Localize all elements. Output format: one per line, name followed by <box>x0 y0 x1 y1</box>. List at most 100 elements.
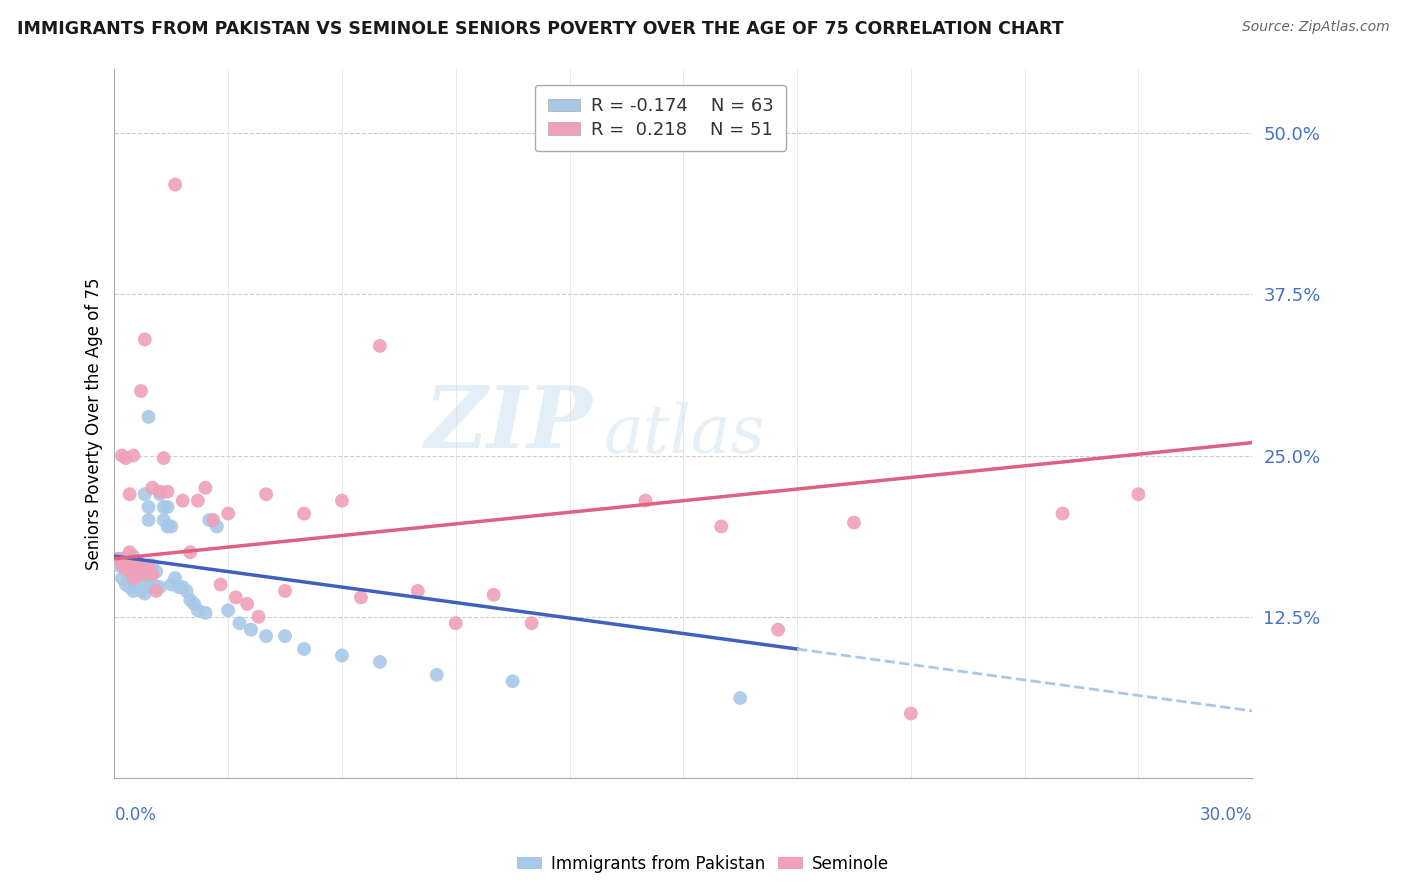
Point <box>225 591 247 605</box>
Point <box>138 500 160 515</box>
Point <box>194 606 217 620</box>
Point <box>141 577 163 591</box>
Point <box>710 519 733 533</box>
Point <box>183 597 205 611</box>
Point <box>129 558 152 573</box>
Point <box>141 558 163 573</box>
Text: IMMIGRANTS FROM PAKISTAN VS SEMINOLE SENIORS POVERTY OVER THE AGE OF 75 CORRELAT: IMMIGRANTS FROM PAKISTAN VS SEMINOLE SEN… <box>17 20 1063 37</box>
Point <box>842 516 865 530</box>
Point <box>368 655 391 669</box>
Point <box>239 623 262 637</box>
Point <box>217 507 239 521</box>
Point <box>122 449 145 463</box>
Point <box>127 580 149 594</box>
Point <box>900 706 922 721</box>
Point <box>118 551 141 566</box>
Point <box>330 493 353 508</box>
Point <box>138 409 160 424</box>
Point <box>766 623 789 637</box>
Point <box>149 487 172 501</box>
Point <box>502 674 524 689</box>
Point <box>292 507 315 521</box>
Point <box>228 616 250 631</box>
Point <box>107 558 129 573</box>
Point <box>111 449 134 463</box>
Point <box>129 577 152 591</box>
Point <box>118 487 141 501</box>
Point <box>122 549 145 563</box>
Point <box>114 562 136 576</box>
Point <box>111 571 134 585</box>
Point <box>134 574 156 588</box>
Y-axis label: Seniors Poverty Over the Age of 75: Seniors Poverty Over the Age of 75 <box>86 277 103 569</box>
Point <box>152 500 174 515</box>
Point <box>247 609 270 624</box>
Point <box>176 584 198 599</box>
Point <box>127 554 149 568</box>
Legend: Immigrants from Pakistan, Seminole: Immigrants from Pakistan, Seminole <box>510 848 896 880</box>
Point <box>406 584 429 599</box>
Point <box>728 691 751 706</box>
Point <box>368 339 391 353</box>
Point <box>482 588 505 602</box>
Point <box>127 562 149 576</box>
Point <box>444 616 467 631</box>
Point <box>138 513 160 527</box>
Point <box>127 554 149 568</box>
Point <box>198 513 221 527</box>
Text: Source: ZipAtlas.com: Source: ZipAtlas.com <box>1241 20 1389 34</box>
Point <box>1128 487 1150 501</box>
Point <box>141 567 163 582</box>
Point <box>152 513 174 527</box>
Point <box>205 519 228 533</box>
Point <box>1052 507 1074 521</box>
Point <box>160 519 183 533</box>
Text: atlas: atlas <box>603 401 765 467</box>
Point <box>114 577 136 591</box>
Point <box>141 481 163 495</box>
Point <box>292 642 315 657</box>
Point <box>141 567 163 582</box>
Point <box>209 577 232 591</box>
Point <box>149 484 172 499</box>
Point <box>134 567 156 582</box>
Point <box>114 451 136 466</box>
Point <box>118 571 141 585</box>
Point <box>194 481 217 495</box>
Point <box>254 487 277 501</box>
Text: 30.0%: 30.0% <box>1199 806 1253 824</box>
Point <box>145 584 167 599</box>
Legend: R = -0.174    N = 63, R =  0.218    N = 51: R = -0.174 N = 63, R = 0.218 N = 51 <box>534 85 786 152</box>
Point <box>118 545 141 559</box>
Point <box>172 493 194 508</box>
Point <box>520 616 543 631</box>
Point <box>138 558 160 573</box>
Point <box>179 593 201 607</box>
Point <box>134 333 156 347</box>
Point <box>118 580 141 594</box>
Point <box>274 629 297 643</box>
Text: ZIP: ZIP <box>425 382 592 465</box>
Point <box>114 551 136 566</box>
Point <box>122 558 145 573</box>
Point <box>167 580 190 594</box>
Point <box>134 487 156 501</box>
Point <box>202 513 225 527</box>
Point <box>145 580 167 594</box>
Point <box>122 567 145 582</box>
Text: 0.0%: 0.0% <box>114 806 156 824</box>
Point <box>634 493 657 508</box>
Point <box>350 591 373 605</box>
Point <box>254 629 277 643</box>
Point <box>122 558 145 573</box>
Point <box>134 580 156 594</box>
Point <box>122 577 145 591</box>
Point <box>330 648 353 663</box>
Point <box>172 580 194 594</box>
Point <box>114 565 136 579</box>
Point <box>107 551 129 566</box>
Point <box>426 668 449 682</box>
Point <box>129 584 152 599</box>
Point <box>152 451 174 466</box>
Point <box>165 571 187 585</box>
